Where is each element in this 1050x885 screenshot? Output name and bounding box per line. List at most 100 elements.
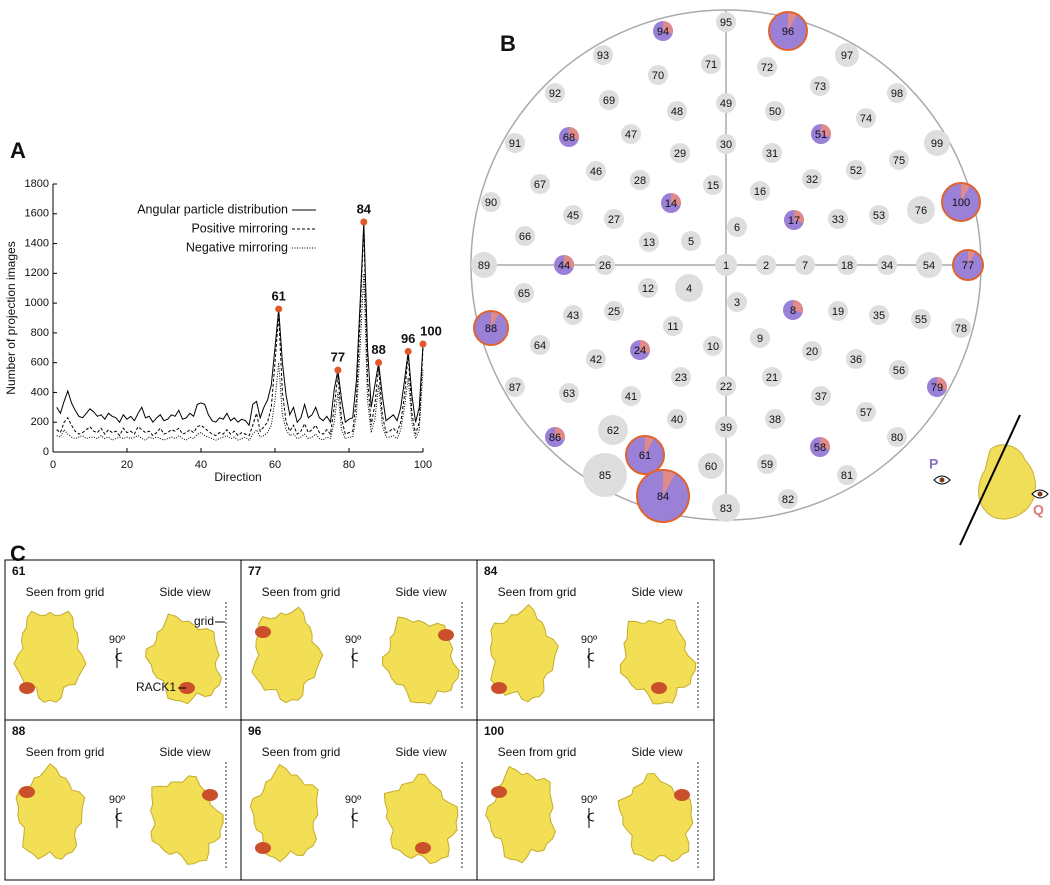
direction-label: 23 (675, 372, 687, 384)
tile-caption: Side view (159, 585, 211, 599)
rack1-density (202, 789, 218, 801)
direction-label: 69 (603, 95, 615, 107)
direction-label: 25 (608, 306, 620, 318)
direction-label: 81 (841, 470, 853, 482)
tile-caption: Side view (631, 585, 683, 599)
direction-label: 84 (657, 491, 669, 503)
direction-label: 52 (850, 165, 862, 177)
direction-dot (802, 341, 822, 361)
legend-label: Positive mirroring (191, 221, 288, 235)
panel-label: C (10, 541, 26, 566)
direction-label: 44 (558, 260, 570, 272)
direction-label: 97 (841, 50, 853, 62)
direction-dot (856, 108, 876, 128)
rotation-arrow (351, 812, 359, 822)
direction-dot (598, 415, 628, 445)
direction-dot (586, 349, 606, 369)
direction-label: 39 (720, 422, 732, 434)
tile-caption: Seen from grid (26, 745, 105, 759)
molecule (15, 762, 86, 860)
direction-dot (638, 278, 658, 298)
direction-dot (481, 192, 501, 212)
direction-dot (701, 54, 721, 74)
rack1-density (415, 842, 431, 854)
direction-label: 85 (599, 470, 611, 482)
direction-label: 18 (841, 260, 853, 272)
direction-label: 37 (815, 391, 827, 403)
pie-wedge (794, 210, 804, 224)
pie-wedge (555, 427, 565, 441)
tile-id: 84 (484, 564, 498, 578)
direction-dot (750, 181, 770, 201)
direction-label: 16 (754, 186, 766, 198)
direction-label: 36 (850, 354, 862, 366)
rotation-arrow (351, 652, 359, 662)
direction-label: 72 (761, 62, 773, 74)
direction-label: 76 (915, 205, 927, 217)
y-tick-label: 1000 (25, 297, 49, 309)
rotation-angle: 90º (345, 794, 361, 806)
direction-label: 59 (761, 459, 773, 471)
direction-label: 82 (782, 494, 794, 506)
direction-label: 93 (597, 50, 609, 62)
peak-label: 84 (357, 201, 372, 216)
y-tick-label: 400 (31, 386, 49, 398)
y-tick-label: 200 (31, 416, 49, 428)
direction-label: 24 (634, 345, 646, 357)
tile-id: 100 (484, 724, 504, 738)
direction-label: 13 (643, 237, 655, 249)
direction-label: 7 (802, 260, 808, 272)
direction-label: 98 (891, 88, 903, 100)
rotation-angle: 90º (581, 634, 597, 646)
direction-label: 77 (962, 260, 974, 272)
direction-label: 49 (720, 98, 732, 110)
direction-label: 38 (769, 414, 781, 426)
panel-label: B (500, 31, 516, 56)
direction-dot (716, 93, 736, 113)
x-tick-label: 40 (195, 459, 207, 471)
eye-icon (939, 477, 945, 483)
direction-label: 55 (915, 314, 927, 326)
direction-label: 96 (782, 26, 794, 38)
panel-label: A (10, 138, 26, 163)
peak-marker (375, 359, 383, 367)
direction-dot (716, 134, 736, 154)
direction-label: 90 (485, 197, 497, 209)
direction-dot (671, 367, 691, 387)
direction-label: 66 (519, 231, 531, 243)
direction-dot (951, 318, 971, 338)
direction-label: 2 (763, 260, 769, 272)
direction-dot (750, 328, 770, 348)
direction-dot (765, 101, 785, 121)
direction-dot (889, 360, 909, 380)
direction-label: 65 (518, 288, 530, 300)
direction-label: 47 (625, 129, 637, 141)
direction-label: 94 (657, 26, 669, 38)
pie-wedge (663, 471, 676, 496)
direction-label: 83 (720, 503, 732, 515)
direction-label: 4 (686, 283, 692, 295)
peak-label: 88 (371, 342, 385, 357)
rotation-angle: 90º (345, 634, 361, 646)
direction-dot (856, 402, 876, 422)
direction-dot (559, 383, 579, 403)
direction-dot (703, 336, 723, 356)
direction-dot (716, 376, 736, 396)
direction-label: 75 (893, 155, 905, 167)
direction-dot (869, 205, 889, 225)
annotation: grid (194, 614, 214, 628)
molecule (382, 616, 460, 705)
x-tick-label: 0 (50, 459, 56, 471)
tile-caption: Side view (631, 745, 683, 759)
direction-dot (757, 454, 777, 474)
peak-label: 96 (401, 331, 415, 346)
tile-id: 61 (12, 564, 26, 578)
rotation-arrow (115, 812, 123, 822)
direction-label: 42 (590, 354, 602, 366)
direction-dot (757, 57, 777, 77)
direction-label: 86 (549, 432, 561, 444)
rotation-angle: 90º (109, 794, 125, 806)
y-tick-label: 1200 (25, 267, 49, 279)
direction-dot (586, 161, 606, 181)
pie-wedge (640, 340, 650, 354)
